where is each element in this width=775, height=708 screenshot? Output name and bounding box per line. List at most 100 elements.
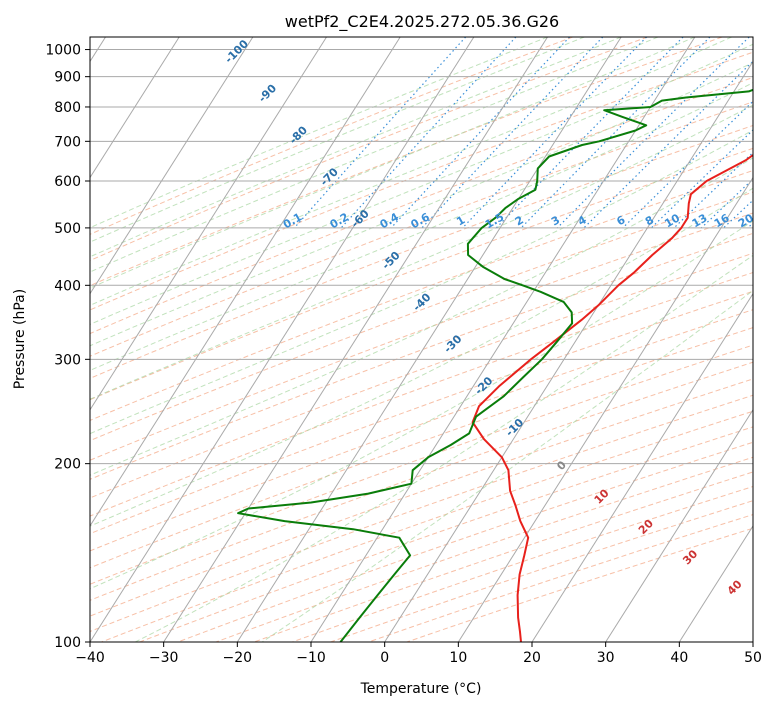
dry-adiabat-line xyxy=(330,500,753,642)
isotherm-line xyxy=(90,37,327,411)
isotherm-annotation-label: -40 xyxy=(410,290,433,313)
line-annotations: 0.10.20.40.611.52346810131620253036-100-… xyxy=(222,37,775,598)
isotherm-annotation-label: -50 xyxy=(379,249,402,272)
isotherm-line xyxy=(163,37,548,642)
y-tick-label: 900 xyxy=(54,70,81,86)
dry-adiabat-line xyxy=(90,124,753,379)
dry-adiabat-line xyxy=(90,309,753,552)
x-tick-label: −10 xyxy=(296,650,326,666)
mixing-ratio-label: 2 xyxy=(513,213,526,228)
x-tick-label: −20 xyxy=(223,650,253,666)
mixing-ratio-line xyxy=(700,178,753,229)
dry-adiabat-line xyxy=(292,485,753,642)
moist-adiabat-line xyxy=(90,37,622,258)
x-tick-label: 20 xyxy=(523,650,541,666)
y-tick-label: 1000 xyxy=(45,43,81,59)
dry-adiabat-line xyxy=(90,37,573,235)
moist-adiabat-line xyxy=(90,37,732,306)
isotherm-line xyxy=(310,37,696,642)
temperature-profile xyxy=(471,153,753,642)
dry-adiabat-line xyxy=(139,426,753,642)
moist-adiabat-line xyxy=(90,37,548,229)
mixing-ratio-line xyxy=(462,37,648,229)
y-tick-label: 100 xyxy=(54,635,81,651)
x-tick-label: 40 xyxy=(670,650,688,666)
isotherm-line xyxy=(384,60,753,642)
isotherm-annotation-label: 20 xyxy=(636,517,656,537)
y-axis-label: Pressure (hPa) xyxy=(12,289,28,389)
x-tick-label: −30 xyxy=(149,650,179,666)
isotherm-annotation-label: -70 xyxy=(318,165,341,188)
moist-adiabat-line xyxy=(90,129,753,435)
isotherm-annotation-label: -60 xyxy=(349,207,372,230)
y-tick-label: 800 xyxy=(54,100,81,116)
dry-adiabat-line xyxy=(90,327,753,569)
mixing-ratio-label: 20 xyxy=(736,211,756,230)
dry-adiabat-line xyxy=(90,169,753,421)
y-axis: 100 200 300 400 500 600 700 800 900 1000 xyxy=(45,43,90,651)
moist-adiabat-line xyxy=(261,290,753,642)
mixing-ratio-line xyxy=(650,129,753,229)
x-axis: −40 −30 −20 −10 0 10 20 30 40 50 xyxy=(75,642,762,666)
background-lines xyxy=(90,37,753,642)
y-tick-label: 300 xyxy=(54,352,81,368)
mixing-ratio-label: 4 xyxy=(576,213,589,228)
isotherm-line xyxy=(752,641,753,642)
moist-adiabat-line xyxy=(90,37,659,273)
isotherm-line xyxy=(236,37,622,642)
y-tick-label: 500 xyxy=(54,221,81,237)
mixing-ratio-line xyxy=(293,37,467,229)
isotherm-line xyxy=(90,37,401,527)
dry-adiabat-line xyxy=(90,51,753,311)
isotherm-line xyxy=(531,292,753,642)
isotherm-line xyxy=(457,176,753,642)
moist-adiabat-line xyxy=(90,157,753,476)
dry-adiabat-line xyxy=(90,394,753,633)
mixing-ratio-line xyxy=(747,222,753,229)
isotherm-annotation-label: 40 xyxy=(725,577,745,597)
moist-adiabat-line xyxy=(90,37,585,243)
isotherm-line xyxy=(678,524,753,642)
moist-adiabat-line xyxy=(90,82,753,371)
isotherm-annotation-label: -10 xyxy=(503,416,526,439)
x-tick-label: −40 xyxy=(75,650,105,666)
dry-adiabat-line xyxy=(90,232,753,480)
dry-adiabat-line xyxy=(90,76,753,335)
y-tick-label: 400 xyxy=(54,278,81,294)
x-tick-label: 30 xyxy=(597,650,615,666)
moist-adiabat-line xyxy=(90,43,753,325)
isotherm-line xyxy=(90,37,475,642)
x-tick-label: 50 xyxy=(744,650,762,666)
isotherm-line xyxy=(90,37,254,295)
isotherm-line xyxy=(605,408,753,642)
x-tick-label: 10 xyxy=(449,650,467,666)
y-tick-label: 200 xyxy=(54,457,81,473)
dewpoint-profile xyxy=(237,88,753,642)
y-tick-label: 700 xyxy=(54,134,81,150)
dry-adiabat-line xyxy=(90,37,648,262)
profiles xyxy=(237,88,753,642)
dry-adiabat-line xyxy=(177,441,753,642)
dry-adiabat-line xyxy=(101,410,753,642)
x-tick-label: 0 xyxy=(380,650,389,666)
x-axis-label: Temperature (°C) xyxy=(360,681,482,697)
mixing-ratio-line xyxy=(556,37,750,229)
isotherm-annotation-label: -80 xyxy=(287,123,310,146)
isotherm-annotation-label: -90 xyxy=(256,82,279,105)
mixing-ratio-line xyxy=(495,37,684,229)
mixing-ratio-label: 6 xyxy=(614,213,627,228)
moist-adiabat-line xyxy=(90,62,753,347)
dry-adiabat-line xyxy=(90,101,753,357)
moist-adiabat-line xyxy=(90,104,753,400)
y-tick-label: 600 xyxy=(54,174,81,190)
dry-adiabat-line xyxy=(406,527,753,642)
isotherm-annotation-label: 30 xyxy=(680,547,700,567)
dry-adiabat-line xyxy=(90,212,753,461)
chart-title: wetPf2_C2E4.2025.272.05.36.G26 xyxy=(285,12,559,32)
isotherm-line xyxy=(90,37,180,179)
dry-adiabat-line xyxy=(90,37,723,287)
mixing-ratio-label: 1 xyxy=(454,213,467,228)
mixing-ratio-line xyxy=(583,60,753,229)
mixing-ratio-label: 25 xyxy=(761,211,775,230)
